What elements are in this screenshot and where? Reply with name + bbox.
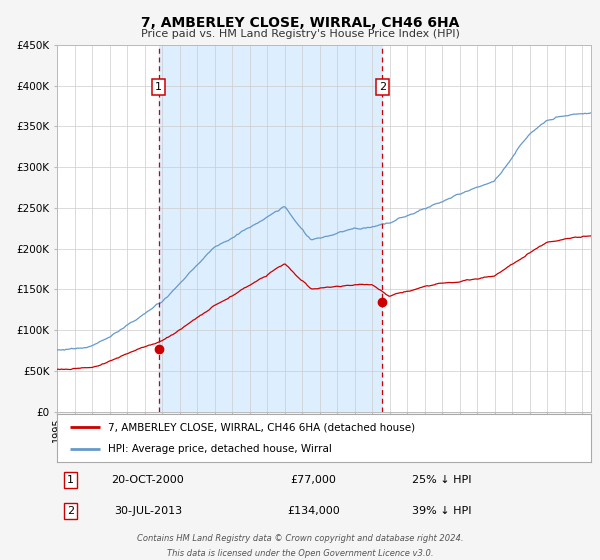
Text: £134,000: £134,000 bbox=[287, 506, 340, 516]
Text: Price paid vs. HM Land Registry's House Price Index (HPI): Price paid vs. HM Land Registry's House … bbox=[140, 29, 460, 39]
Text: 7, AMBERLEY CLOSE, WIRRAL, CH46 6HA (detached house): 7, AMBERLEY CLOSE, WIRRAL, CH46 6HA (det… bbox=[108, 422, 415, 432]
Text: 30-JUL-2013: 30-JUL-2013 bbox=[114, 506, 182, 516]
Text: 7, AMBERLEY CLOSE, WIRRAL, CH46 6HA: 7, AMBERLEY CLOSE, WIRRAL, CH46 6HA bbox=[141, 16, 459, 30]
Text: 1: 1 bbox=[67, 475, 74, 486]
Text: 39% ↓ HPI: 39% ↓ HPI bbox=[412, 506, 471, 516]
Text: This data is licensed under the Open Government Licence v3.0.: This data is licensed under the Open Gov… bbox=[167, 549, 433, 558]
Text: HPI: Average price, detached house, Wirral: HPI: Average price, detached house, Wirr… bbox=[108, 444, 332, 454]
Text: 20-OCT-2000: 20-OCT-2000 bbox=[112, 475, 184, 486]
Text: 1: 1 bbox=[155, 82, 162, 92]
Bar bbox=[158, 45, 382, 412]
Text: 2: 2 bbox=[67, 506, 74, 516]
Text: £77,000: £77,000 bbox=[290, 475, 336, 486]
Text: 25% ↓ HPI: 25% ↓ HPI bbox=[412, 475, 471, 486]
Text: 2: 2 bbox=[379, 82, 386, 92]
Text: Contains HM Land Registry data © Crown copyright and database right 2024.: Contains HM Land Registry data © Crown c… bbox=[137, 534, 463, 543]
